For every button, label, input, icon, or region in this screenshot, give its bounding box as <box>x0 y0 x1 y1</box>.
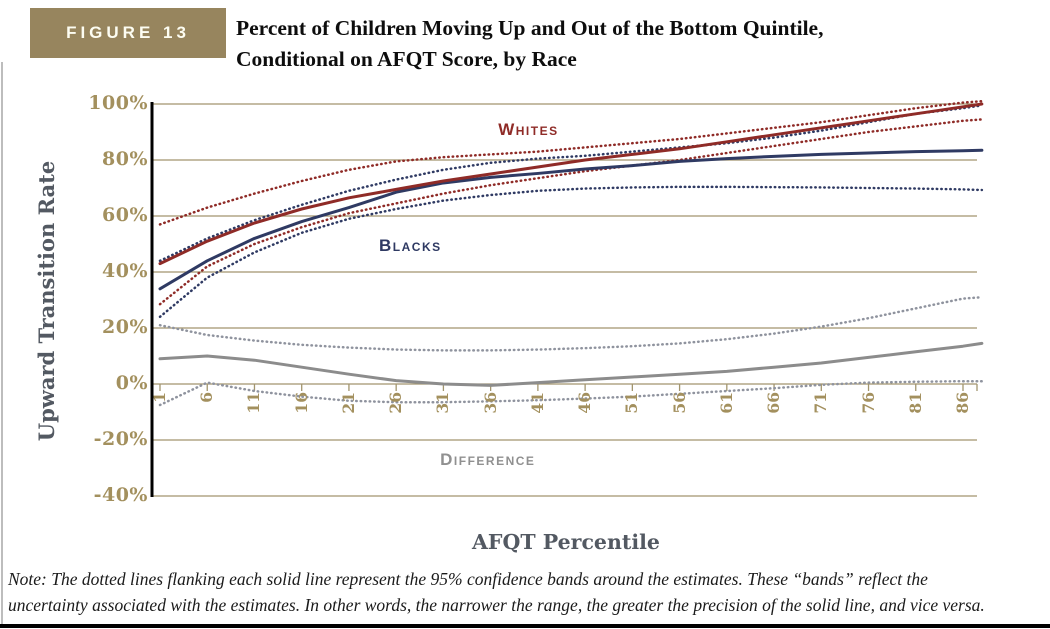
chart-title-line1: Percent of Children Moving Up and Out of… <box>236 16 824 40</box>
y-tick-label: 0% <box>115 372 148 394</box>
x-tick-label: 86 <box>952 392 972 414</box>
note-line2: uncertainty associated with the estimate… <box>8 595 985 616</box>
y-tick-label: 60% <box>102 204 148 226</box>
figure-number-box: FIGURE 13 <box>30 8 226 58</box>
y-tick-label: 40% <box>102 260 148 282</box>
series-line-whites-upper-band <box>158 99 984 226</box>
x-tick-label: 76 <box>858 392 878 414</box>
x-tick-label: 46 <box>575 392 595 414</box>
y-axis-title: Upward Transition Rate <box>34 160 59 442</box>
x-axis-title: AFQT Percentile <box>472 530 660 554</box>
series-label-whites: Whites <box>498 119 559 139</box>
x-tick-label: 26 <box>386 392 406 414</box>
series-line-whites-lower-band <box>158 118 984 306</box>
x-tick-label: 81 <box>905 392 925 414</box>
series-label-difference: Difference <box>440 450 536 469</box>
x-tick-label: 36 <box>480 392 500 414</box>
x-tick-label: 1 <box>150 392 169 403</box>
x-tick-label: 66 <box>764 392 784 414</box>
x-tick-label: 61 <box>716 392 736 414</box>
chart-title: Percent of Children Moving Up and Out of… <box>236 13 1016 74</box>
figure-note: Note: The dotted lines flanking each sol… <box>8 566 1048 619</box>
series-line-blacks-upper-band <box>158 104 984 263</box>
y-tick-label: -20% <box>93 428 148 450</box>
series-line-difference-lower-band <box>158 379 984 407</box>
y-tick-label: 20% <box>102 316 148 338</box>
figure-left-border <box>1 62 3 625</box>
y-tick-label: -40% <box>93 484 148 506</box>
series-line-difference <box>158 341 984 387</box>
series-line-whites <box>158 102 984 266</box>
chart-title-line2: Conditional on AFQT Score, by Race <box>236 46 577 71</box>
x-tick-label: 11 <box>244 392 264 414</box>
figure-number-label: FIGURE 13 <box>66 23 190 42</box>
x-tick-label: 71 <box>811 392 831 414</box>
y-tick-label: 100% <box>88 92 148 114</box>
note-line1: Note: The dotted lines flanking each sol… <box>8 569 928 589</box>
x-tick-label: 16 <box>291 392 311 414</box>
x-tick-label: 41 <box>527 392 547 414</box>
series-line-blacks-lower-band <box>158 185 984 319</box>
series-line-blacks <box>158 148 984 291</box>
x-tick-label: 56 <box>669 392 689 414</box>
y-tick-label: 80% <box>102 148 148 170</box>
series-label-blacks: Blacks <box>379 235 442 255</box>
x-tick-label: 21 <box>338 392 358 414</box>
x-tick-label: 51 <box>622 392 642 414</box>
series-line-difference-upper-band <box>158 295 984 352</box>
figure-bottom-border <box>0 624 1050 628</box>
x-tick-label: 6 <box>197 392 217 403</box>
x-tick-label: 31 <box>433 392 453 414</box>
